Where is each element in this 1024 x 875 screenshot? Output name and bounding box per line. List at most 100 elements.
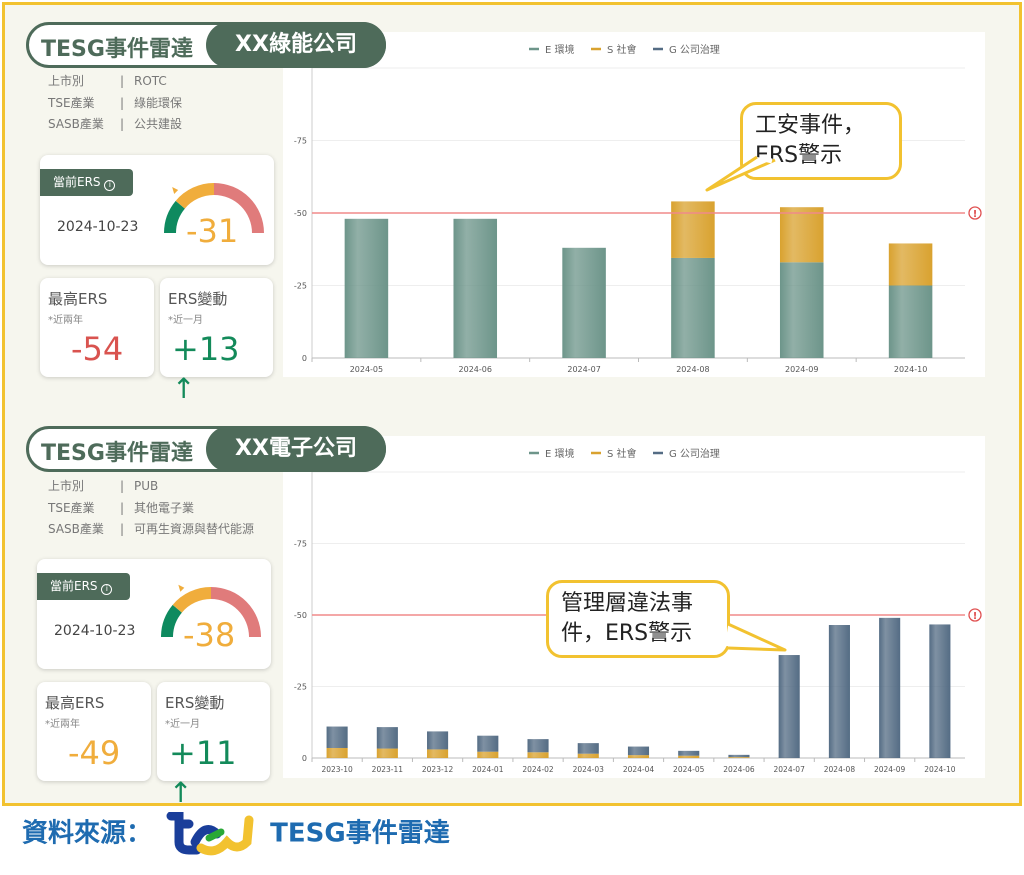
- bar-e-segment: [779, 262, 824, 358]
- source-label: 資料來源：: [22, 818, 153, 849]
- x-tick-label: 2024-07: [567, 365, 600, 374]
- current-ers-label: 當前ERS: [53, 175, 101, 189]
- current-ers-value: -38: [183, 616, 236, 654]
- x-tick-label: 2024-06: [459, 365, 492, 374]
- y-tick-label: 0: [302, 354, 307, 363]
- y-tick-label: -75: [294, 540, 307, 549]
- gauge-red-segment: [211, 587, 261, 637]
- gauge-orange-segment: [175, 183, 214, 209]
- x-tick-label: 2023-12: [422, 765, 454, 774]
- x-tick-label: 2024-09: [874, 765, 906, 774]
- x-tick-label: 2024-03: [573, 765, 605, 774]
- warning-icon-glyph: !: [973, 611, 978, 622]
- bar-s-segment: [728, 757, 750, 758]
- gauge-green-segment: [164, 200, 185, 233]
- meta-value: ROTC: [134, 74, 167, 88]
- event-callout: 管理層違法事 件，ERS警示: [546, 580, 730, 658]
- callout-line: 件，ERS警示: [561, 621, 693, 646]
- bar-g-segment: [376, 727, 398, 749]
- bar-s-segment: [888, 243, 933, 286]
- meta-row: 上市別 | PUB: [48, 476, 254, 498]
- legend-label-e: E 環境: [545, 43, 575, 56]
- bar-s-segment: [678, 755, 700, 758]
- x-tick-label: 2024-04: [623, 765, 655, 774]
- legend-label-s: S 社會: [607, 447, 637, 460]
- ers-change-value: +13 ↑: [172, 330, 273, 406]
- x-tick-label: 2023-11: [372, 765, 404, 774]
- x-tick-label: 2024-08: [676, 365, 709, 374]
- bar-s-segment: [477, 751, 499, 758]
- ers-change-sub: *近一月: [168, 315, 203, 326]
- ers-gauge: [161, 584, 261, 637]
- meta-separator: |: [120, 500, 125, 515]
- y-tick-label: -75: [294, 137, 307, 146]
- x-tick-label: 2024-02: [522, 765, 554, 774]
- bar-g-segment: [527, 739, 549, 753]
- x-tick-label: 2024-10: [924, 765, 956, 774]
- current-ers-label: 當前ERS: [50, 579, 98, 593]
- meta-key: 上市別: [48, 74, 85, 88]
- meta-row: 上市別 | ROTC: [48, 71, 182, 93]
- legend-label-e: E 環境: [545, 447, 575, 460]
- legend-label-g: G 公司治理: [669, 447, 720, 460]
- bar-g-segment: [828, 625, 850, 758]
- bar-s-segment: [779, 207, 824, 263]
- meta-separator: |: [120, 117, 125, 131]
- brand-title: TESG事件雷達: [41, 37, 193, 62]
- bar-s-segment: [427, 749, 449, 758]
- max-ers-card: 最高ERS *近兩年 -54: [40, 278, 154, 377]
- bar-e-segment: [888, 285, 933, 358]
- max-ers-sub: *近兩年: [48, 315, 83, 326]
- ers-change-card: ERS變動 *近一月 +13 ↑: [160, 278, 273, 405]
- x-tick-label: 2024-05: [673, 765, 705, 774]
- bar-s-segment: [671, 201, 715, 258]
- bar-g-segment: [728, 754, 750, 758]
- meta-separator: |: [120, 479, 125, 493]
- meta-row: SASB產業 | 公共建設: [48, 114, 182, 136]
- ers-gauge: [164, 183, 264, 233]
- ers-change-card: ERS變動 *近一月 +11 ↑: [157, 682, 270, 809]
- meta-separator: |: [120, 522, 125, 536]
- bar-e-segment: [453, 218, 498, 358]
- gauge-green-segment: [161, 604, 182, 637]
- x-tick-label: 2024-09: [785, 365, 818, 374]
- arrow-up-icon: ↑: [172, 372, 196, 405]
- y-tick-label: -25: [294, 282, 307, 291]
- bar-s-segment: [527, 752, 549, 758]
- info-icon[interactable]: i: [104, 180, 116, 191]
- bar-g-segment: [678, 750, 700, 756]
- meta-key: SASB產業: [48, 522, 104, 536]
- meta-key: SASB產業: [48, 117, 104, 131]
- tesg-logo: [166, 811, 254, 856]
- current-ers-tag: 當前ERS i: [37, 573, 130, 600]
- company-meta: 上市別 | ROTC TSE產業 | 綠能環保 SASB產業 | 公共建設: [48, 71, 182, 136]
- warning-icon: [968, 206, 982, 220]
- x-tick-label: 2024-10: [894, 365, 927, 374]
- footer: 資料來源： TESG事件雷達: [22, 811, 450, 856]
- y-tick-label: -50: [294, 209, 307, 218]
- legend-label-g: G 公司治理: [669, 43, 720, 56]
- meta-key: 上市別: [48, 479, 85, 493]
- company-name: XX電子公司: [206, 426, 386, 472]
- x-tick-label: 2024-06: [723, 765, 755, 774]
- bar-g-segment: [929, 624, 951, 758]
- x-tick-label: 2024-08: [824, 765, 856, 774]
- bar-e-segment: [344, 218, 389, 358]
- bar-s-segment: [627, 755, 650, 758]
- meta-separator: |: [120, 74, 125, 88]
- y-tick-label: 0: [302, 754, 307, 763]
- max-ers-title: 最高ERS: [45, 694, 105, 712]
- max-ers-title: 最高ERS: [48, 290, 108, 308]
- source-brand: TESG事件雷達: [270, 818, 450, 849]
- info-icon[interactable]: i: [101, 584, 113, 595]
- bar-s-segment: [326, 747, 348, 758]
- bar-g-segment: [427, 731, 449, 750]
- meta-value: 綠能環保: [134, 95, 183, 110]
- meta-value: 公共建設: [134, 117, 183, 131]
- max-ers-value: -49: [68, 734, 121, 772]
- meta-row: TSE產業 | 其他電子業: [48, 498, 254, 520]
- ers-change-sub: *近一月: [165, 719, 200, 730]
- ers-change-title: ERS變動: [165, 694, 225, 712]
- bar-g-segment: [577, 743, 599, 754]
- max-ers-value: -54: [71, 330, 124, 368]
